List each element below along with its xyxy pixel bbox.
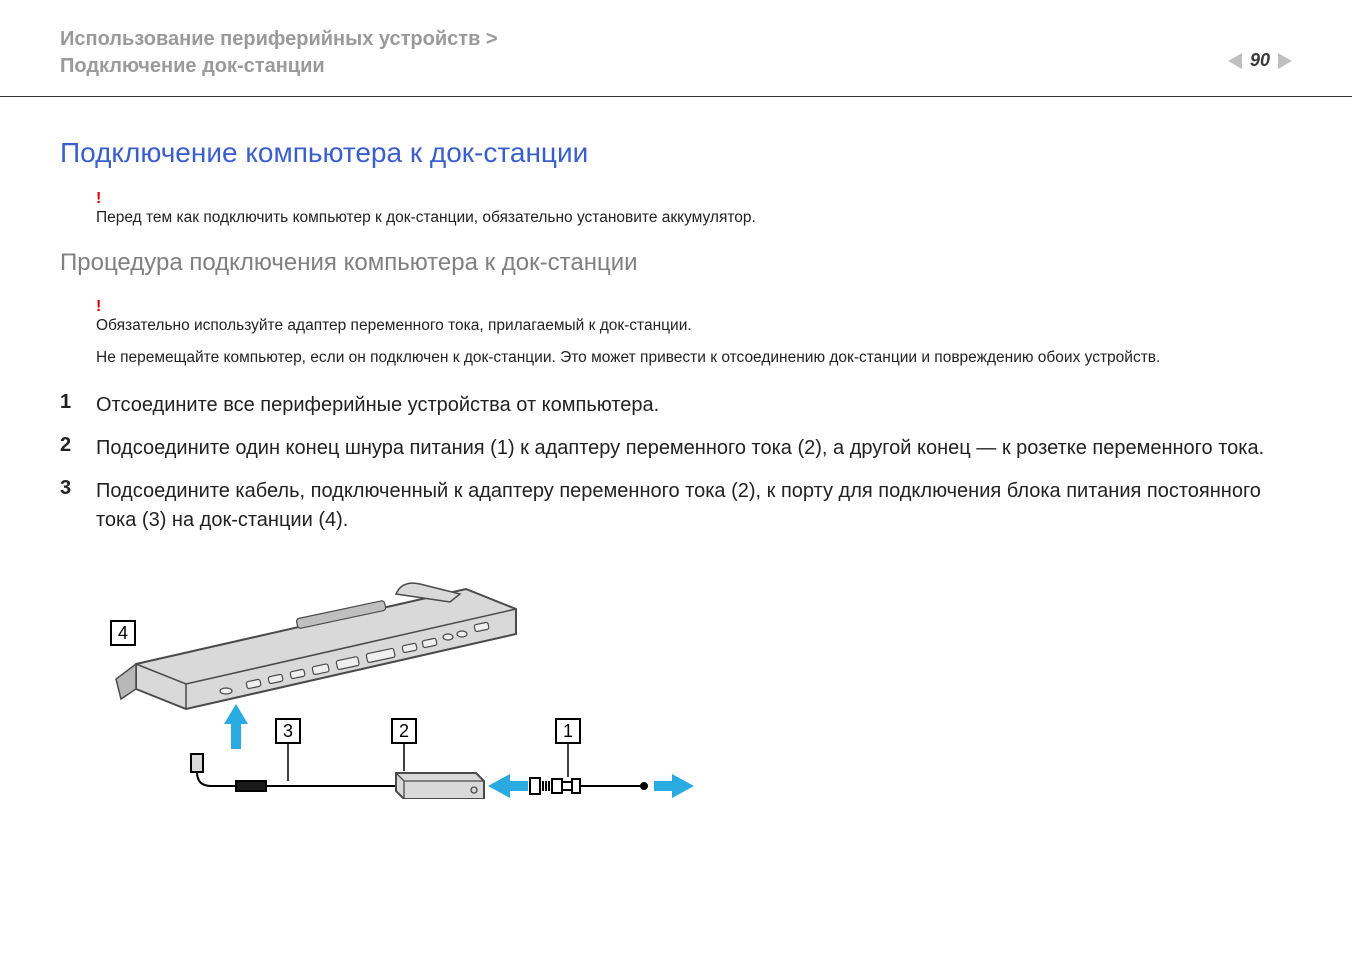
section-subtitle: Процедура подключения компьютера к док-с… — [60, 249, 1292, 277]
page-nav: 90 — [1228, 50, 1292, 71]
dc-in-arrow-icon — [224, 704, 248, 749]
warning-text: Перед тем как подключить компьютер к док… — [96, 209, 1292, 227]
svg-text:3: 3 — [283, 721, 293, 741]
page-title: Подключение компьютера к док-станции — [60, 137, 1292, 169]
step-text: Подсоедините кабель, подключенный к адап… — [96, 477, 1292, 535]
page-number: 90 — [1250, 50, 1270, 71]
power-plug-icon — [530, 778, 647, 794]
prev-page-arrow-icon[interactable] — [1228, 53, 1242, 69]
warning-text-line1: Обязательно используйте адаптер переменн… — [96, 317, 1292, 335]
dock-station-icon — [116, 583, 516, 709]
step-number: 2 — [60, 434, 96, 457]
outlet-arrow-icon — [654, 774, 694, 798]
adapter-in-arrow-icon — [488, 774, 528, 798]
diagram-label-3: 3 — [276, 719, 300, 781]
warning-text-line2: Не перемещайте компьютер, если он подклю… — [96, 349, 1292, 367]
step-row: 1 Отсоедините все периферийные устройств… — [60, 391, 1292, 420]
ac-adapter-icon — [396, 773, 484, 799]
step-number: 3 — [60, 477, 96, 500]
step-row: 2 Подсоедините один конец шнура питания … — [60, 434, 1292, 463]
diagram-label-1: 1 — [556, 719, 580, 777]
svg-text:1: 1 — [563, 721, 573, 741]
warning-icon: ! — [96, 191, 1292, 207]
step-text: Подсоедините один конец шнура питания (1… — [96, 434, 1264, 463]
step-text: Отсоедините все периферийные устройства … — [96, 391, 659, 420]
step-row: 3 Подсоедините кабель, подключенный к ад… — [60, 477, 1292, 535]
breadcrumb-current: Подключение док-станции — [60, 55, 1292, 78]
connection-diagram: 4 3 — [96, 549, 1292, 804]
svg-text:4: 4 — [118, 623, 128, 643]
warning-block-1: ! Перед тем как подключить компьютер к д… — [96, 191, 1292, 227]
warning-block-2: ! Обязательно используйте адаптер переме… — [96, 299, 1292, 367]
step-number: 1 — [60, 391, 96, 414]
diagram-label-4: 4 — [111, 621, 135, 645]
warning-icon: ! — [96, 299, 1292, 315]
svg-text:2: 2 — [399, 721, 409, 741]
steps-list: 1 Отсоедините все периферийные устройств… — [60, 391, 1292, 535]
diagram-label-2: 2 — [392, 719, 416, 771]
dc-plug-icon — [191, 754, 396, 791]
breadcrumb-parent: Использование периферийных устройств > — [60, 28, 1292, 51]
next-page-arrow-icon[interactable] — [1278, 53, 1292, 69]
